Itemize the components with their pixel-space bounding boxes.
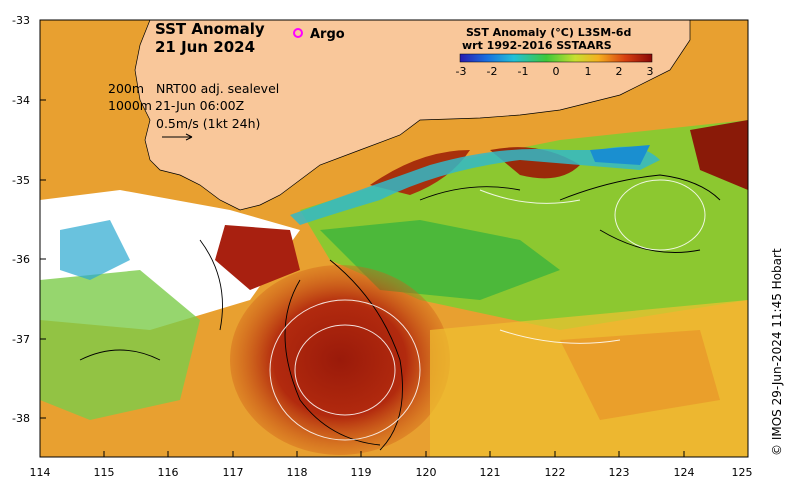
lon-label: 121 — [480, 466, 501, 479]
argo-label: Argo — [310, 27, 345, 42]
depth-contour-1000: 1000m — [108, 98, 152, 113]
lon-label: 122 — [545, 466, 566, 479]
lat-label: -34 — [12, 94, 30, 107]
cyan-west — [60, 220, 130, 280]
colorbar-label: -2 — [487, 65, 498, 78]
colorbar-label: 2 — [616, 65, 623, 78]
lon-label: 125 — [732, 466, 753, 479]
plot-frame — [39, 19, 749, 458]
sealevel-source: NRT00 adj. sealevel — [156, 81, 279, 96]
lon-axis-labels: 114 115 116 117 118 119 120 121 122 123 … — [30, 466, 753, 479]
credit: © IMOS 29-Jun-2024 11:45 Hobart — [770, 248, 784, 456]
warm-patch-north — [215, 225, 300, 290]
lat-label: -38 — [12, 412, 30, 425]
lat-label: -33 — [12, 14, 30, 27]
colorbar-label: 3 — [647, 65, 654, 78]
lat-axis-labels: -33 -34 -35 -36 -37 -38 — [12, 14, 30, 425]
argo-marker-icon — [293, 28, 303, 38]
depth-contour-200: 200m — [108, 81, 144, 96]
legend-subtitle: wrt 1992-2016 SSTAARS — [462, 39, 612, 52]
land-mass — [134, 20, 691, 211]
colorbar — [459, 53, 653, 63]
sealevel-time: 21-Jun 06:00Z — [155, 98, 244, 113]
lon-label: 119 — [351, 466, 372, 479]
colorbar-label: 1 — [585, 65, 592, 78]
lon-label: 120 — [416, 466, 437, 479]
green-west — [40, 270, 200, 420]
lon-label: 124 — [674, 466, 695, 479]
lon-label: 116 — [158, 466, 179, 479]
colorbar-label: -1 — [518, 65, 529, 78]
lat-label: -36 — [12, 253, 30, 266]
plot-area — [40, 20, 748, 457]
warm-eddy — [230, 265, 450, 455]
colorbar-label: 0 — [553, 65, 560, 78]
velocity-scale-label: 0.5m/s (1kt 24h) — [156, 116, 260, 131]
lat-label: -37 — [12, 333, 30, 346]
lon-label: 123 — [609, 466, 630, 479]
colorbar-labels: -3 -2 -1 0 1 2 3 — [456, 65, 654, 78]
sea-level-contours — [269, 179, 706, 441]
lon-label: 118 — [287, 466, 308, 479]
current-arrows — [79, 174, 721, 451]
lon-label: 115 — [94, 466, 115, 479]
se-orange — [560, 330, 720, 420]
lon-label: 114 — [30, 466, 51, 479]
lon-label: 117 — [223, 466, 244, 479]
map-date: 21 Jun 2024 — [155, 38, 255, 56]
scale-arrow-head — [185, 133, 193, 141]
warm-streak-east — [690, 120, 748, 190]
axis-ticks — [39, 19, 749, 457]
legend-title: SST Anomaly (°C) L3SM-6d — [466, 26, 631, 39]
map-title: SST Anomaly — [155, 20, 265, 38]
lat-label: -35 — [12, 174, 30, 187]
cool-patch — [590, 145, 650, 165]
colorbar-label: -3 — [456, 65, 467, 78]
